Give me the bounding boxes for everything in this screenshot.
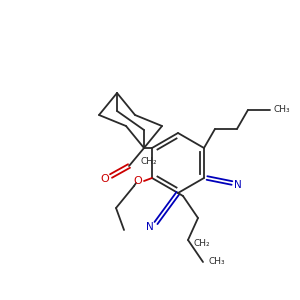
Text: N: N (146, 222, 154, 232)
Text: CH₂: CH₂ (194, 239, 210, 248)
Text: CH₂: CH₂ (141, 158, 157, 166)
Text: O: O (100, 174, 109, 184)
Text: CH₃: CH₃ (274, 105, 290, 114)
Text: O: O (134, 176, 142, 186)
Text: CH₃: CH₃ (209, 257, 225, 266)
Text: N: N (234, 180, 242, 190)
